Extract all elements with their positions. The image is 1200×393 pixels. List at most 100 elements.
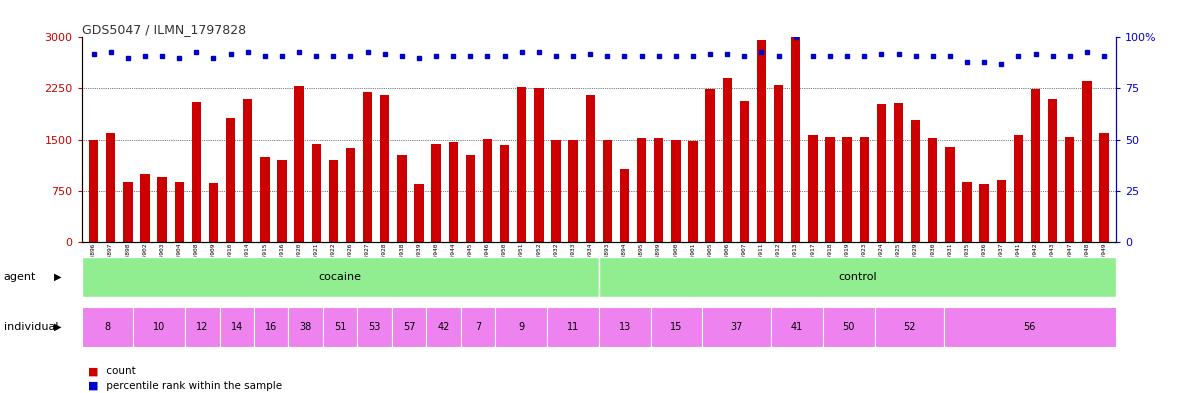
Bar [671, 140, 680, 242]
Bar [791, 37, 800, 242]
Bar [312, 144, 320, 242]
Text: count: count [103, 366, 136, 376]
Bar [431, 144, 440, 242]
Bar [996, 180, 1006, 242]
Bar [174, 182, 184, 242]
Text: individual: individual [4, 322, 58, 332]
Text: cocaine: cocaine [319, 272, 361, 282]
Text: 8: 8 [104, 322, 110, 332]
Text: GDS5047 / ILMN_1797828: GDS5047 / ILMN_1797828 [82, 23, 246, 36]
Text: 13: 13 [618, 322, 631, 332]
Bar [706, 89, 715, 242]
Bar [449, 141, 458, 242]
Bar [1031, 89, 1040, 242]
Text: 11: 11 [566, 322, 580, 332]
Bar [461, 307, 496, 347]
Bar [772, 307, 823, 347]
Bar [599, 307, 650, 347]
Text: ■: ■ [88, 366, 98, 376]
Bar [911, 120, 920, 242]
Bar [650, 307, 702, 347]
Bar [89, 140, 98, 242]
Bar [220, 307, 254, 347]
Bar [482, 139, 492, 242]
Bar [323, 307, 358, 347]
Bar [358, 307, 392, 347]
Bar [254, 307, 288, 347]
Bar [226, 118, 235, 242]
Bar [619, 169, 629, 242]
Bar [875, 307, 943, 347]
Bar [362, 92, 372, 242]
Bar [534, 88, 544, 242]
Text: 52: 52 [902, 322, 916, 332]
Text: 7: 7 [475, 322, 481, 332]
Bar [569, 140, 578, 242]
Text: ▶: ▶ [54, 272, 61, 282]
Bar [928, 138, 937, 242]
Text: 10: 10 [154, 322, 166, 332]
Bar [1014, 136, 1024, 242]
Text: ▶: ▶ [54, 322, 61, 332]
Bar [466, 154, 475, 242]
Bar [757, 40, 767, 242]
Bar [192, 102, 202, 242]
Bar [722, 78, 732, 242]
Bar [496, 307, 547, 347]
Bar [894, 103, 904, 242]
Bar [260, 157, 270, 242]
Bar [209, 183, 218, 242]
Bar [1048, 99, 1057, 242]
Bar [637, 138, 647, 242]
Text: 50: 50 [842, 322, 854, 332]
Text: 15: 15 [670, 322, 683, 332]
Bar [702, 307, 772, 347]
Text: 12: 12 [196, 322, 209, 332]
Bar [602, 140, 612, 242]
Bar [547, 307, 599, 347]
Bar [808, 136, 817, 242]
Bar [185, 307, 220, 347]
Text: 16: 16 [265, 322, 277, 332]
Bar [774, 85, 784, 242]
Text: 53: 53 [368, 322, 380, 332]
Text: 14: 14 [230, 322, 242, 332]
Bar [979, 184, 989, 242]
Bar [294, 86, 304, 242]
Bar [599, 257, 1116, 297]
Bar [140, 174, 150, 242]
Bar [329, 160, 338, 242]
Text: ■: ■ [88, 381, 98, 391]
Bar [1066, 137, 1074, 242]
Text: percentile rank within the sample: percentile rank within the sample [103, 381, 282, 391]
Bar [397, 154, 407, 242]
Bar [943, 307, 1116, 347]
Bar [133, 307, 185, 347]
Bar [1099, 133, 1109, 242]
Bar [124, 182, 132, 242]
Bar [82, 257, 599, 297]
Text: 42: 42 [438, 322, 450, 332]
Bar [277, 160, 287, 242]
Bar [842, 138, 852, 242]
Bar [414, 184, 424, 242]
Bar [654, 138, 664, 242]
Bar [244, 99, 252, 242]
Bar [689, 141, 697, 242]
Text: control: control [838, 272, 877, 282]
Bar [500, 145, 509, 242]
Text: 41: 41 [791, 322, 803, 332]
Bar [551, 140, 560, 242]
Bar [823, 307, 875, 347]
Bar [392, 307, 426, 347]
Text: 56: 56 [1024, 322, 1036, 332]
Bar [1082, 81, 1092, 242]
Text: 37: 37 [731, 322, 743, 332]
Bar [426, 307, 461, 347]
Bar [517, 87, 527, 242]
Bar [877, 104, 886, 242]
Bar [586, 95, 595, 242]
Text: 9: 9 [518, 322, 524, 332]
Text: 57: 57 [403, 322, 415, 332]
Text: 51: 51 [334, 322, 347, 332]
